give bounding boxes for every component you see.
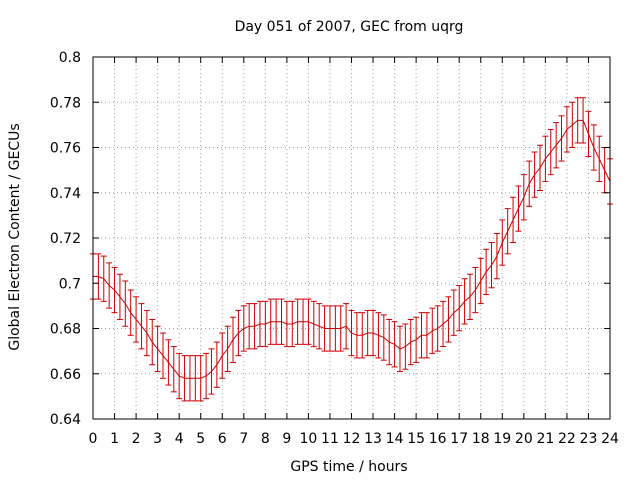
x-tick-label: 21 [536,431,554,447]
plot-frame [92,56,611,420]
x-tick-label: 7 [239,431,248,447]
y-tick-label: 0.76 [50,141,81,157]
y-tick-label: 0.72 [50,231,81,247]
x-tick-label: 10 [300,431,318,447]
x-tick-label: 19 [493,431,511,447]
axis-ticks: 0 1 2 3 4 5 6 7 8 9 10 11 12 13 14 15 16 17 18 19 20 21 22 23 24… [50,50,619,447]
x-tick-label: 6 [218,431,227,447]
x-tick-label: 11 [321,431,339,447]
x-tick-label: 22 [558,431,576,447]
x-tick-label: 4 [175,431,184,447]
y-tick-label: 0.68 [50,322,81,338]
x-tick-label: 17 [450,431,468,447]
y-tick-label: 0.78 [50,95,81,111]
x-tick-label: 0 [89,431,98,447]
x-tick-label: 14 [386,431,404,447]
chart-title: Day 051 of 2007, GEC from uqrg [235,19,464,35]
x-tick-label: 20 [515,431,533,447]
x-tick-label: 24 [601,431,619,447]
y-tick-label: 0.7 [59,276,81,292]
x-tick-label: 5 [196,431,205,447]
x-tick-label: 3 [153,431,162,447]
y-tick-label: 0.64 [50,412,81,428]
y-tick-label: 0.66 [50,367,81,383]
x-tick-label: 18 [472,431,490,447]
y-axis-label: Global Electron Content / GECUs [7,123,23,350]
x-tick-label: 1 [110,431,119,447]
x-tick-label: 8 [261,431,270,447]
x-tick-label: 2 [132,431,141,447]
gec-series [90,97,613,402]
x-tick-label: 12 [343,431,361,447]
y-tick-label: 0.8 [59,50,81,66]
x-tick-label: 13 [364,431,382,447]
y-tick-label: 0.74 [50,186,81,202]
x-tick-label: 9 [282,431,291,447]
x-tick-label: 15 [407,431,425,447]
x-tick-label: 23 [580,431,598,447]
x-axis-label: GPS time / hours [290,459,407,475]
x-tick-label: 16 [429,431,447,447]
